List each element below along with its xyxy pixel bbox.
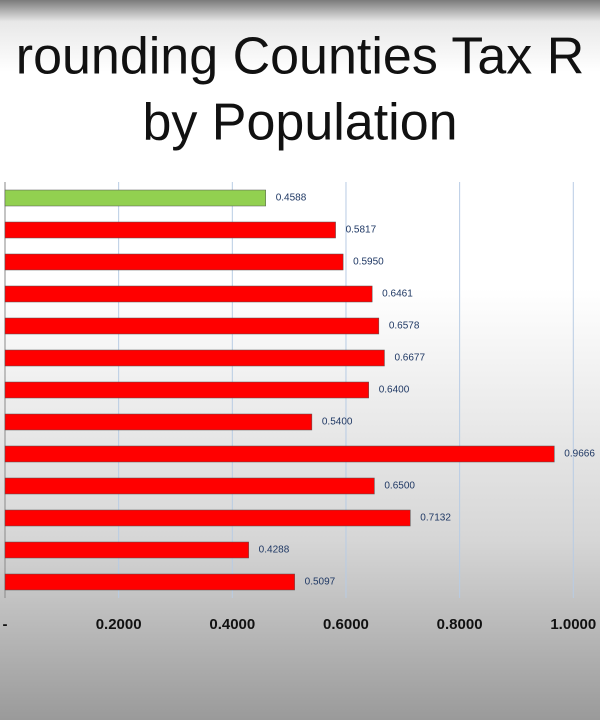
value-label: 0.4588 [276, 193, 307, 204]
bar [4, 381, 369, 399]
x-tick-label: 0.4000 [209, 616, 255, 633]
x-tick-label: 0.2000 [96, 616, 142, 633]
bar [4, 253, 344, 271]
value-label: 0.6461 [382, 289, 413, 300]
value-label: 0.5950 [353, 257, 384, 268]
bar [4, 509, 411, 527]
chart-title: rounding Counties Tax R [16, 28, 585, 86]
bar [4, 413, 313, 431]
bar [4, 285, 373, 303]
chart-title: by Population [142, 94, 457, 152]
value-label: 0.6400 [379, 385, 410, 396]
x-tick-label: - [3, 616, 8, 633]
value-label: 0.4288 [259, 545, 290, 556]
value-label: 0.5400 [322, 417, 353, 428]
value-label: 0.6677 [394, 353, 425, 364]
value-label: 0.6578 [389, 321, 420, 332]
x-tick-label: 0.6000 [323, 616, 369, 633]
value-label: 0.6500 [384, 481, 415, 492]
bar [4, 317, 380, 335]
value-label: 0.5097 [305, 577, 336, 588]
bar [4, 349, 385, 367]
x-tick-label: 1.0000 [550, 616, 596, 633]
x-tick-label: 0.8000 [437, 616, 483, 633]
value-label: 0.5817 [346, 225, 377, 236]
bar [4, 189, 266, 207]
value-label: 0.7132 [420, 513, 451, 524]
bar [4, 541, 249, 559]
bar [4, 573, 295, 591]
bar [4, 221, 336, 239]
value-label: 0.9666 [564, 449, 595, 460]
bar [4, 477, 375, 495]
bar [4, 445, 555, 463]
